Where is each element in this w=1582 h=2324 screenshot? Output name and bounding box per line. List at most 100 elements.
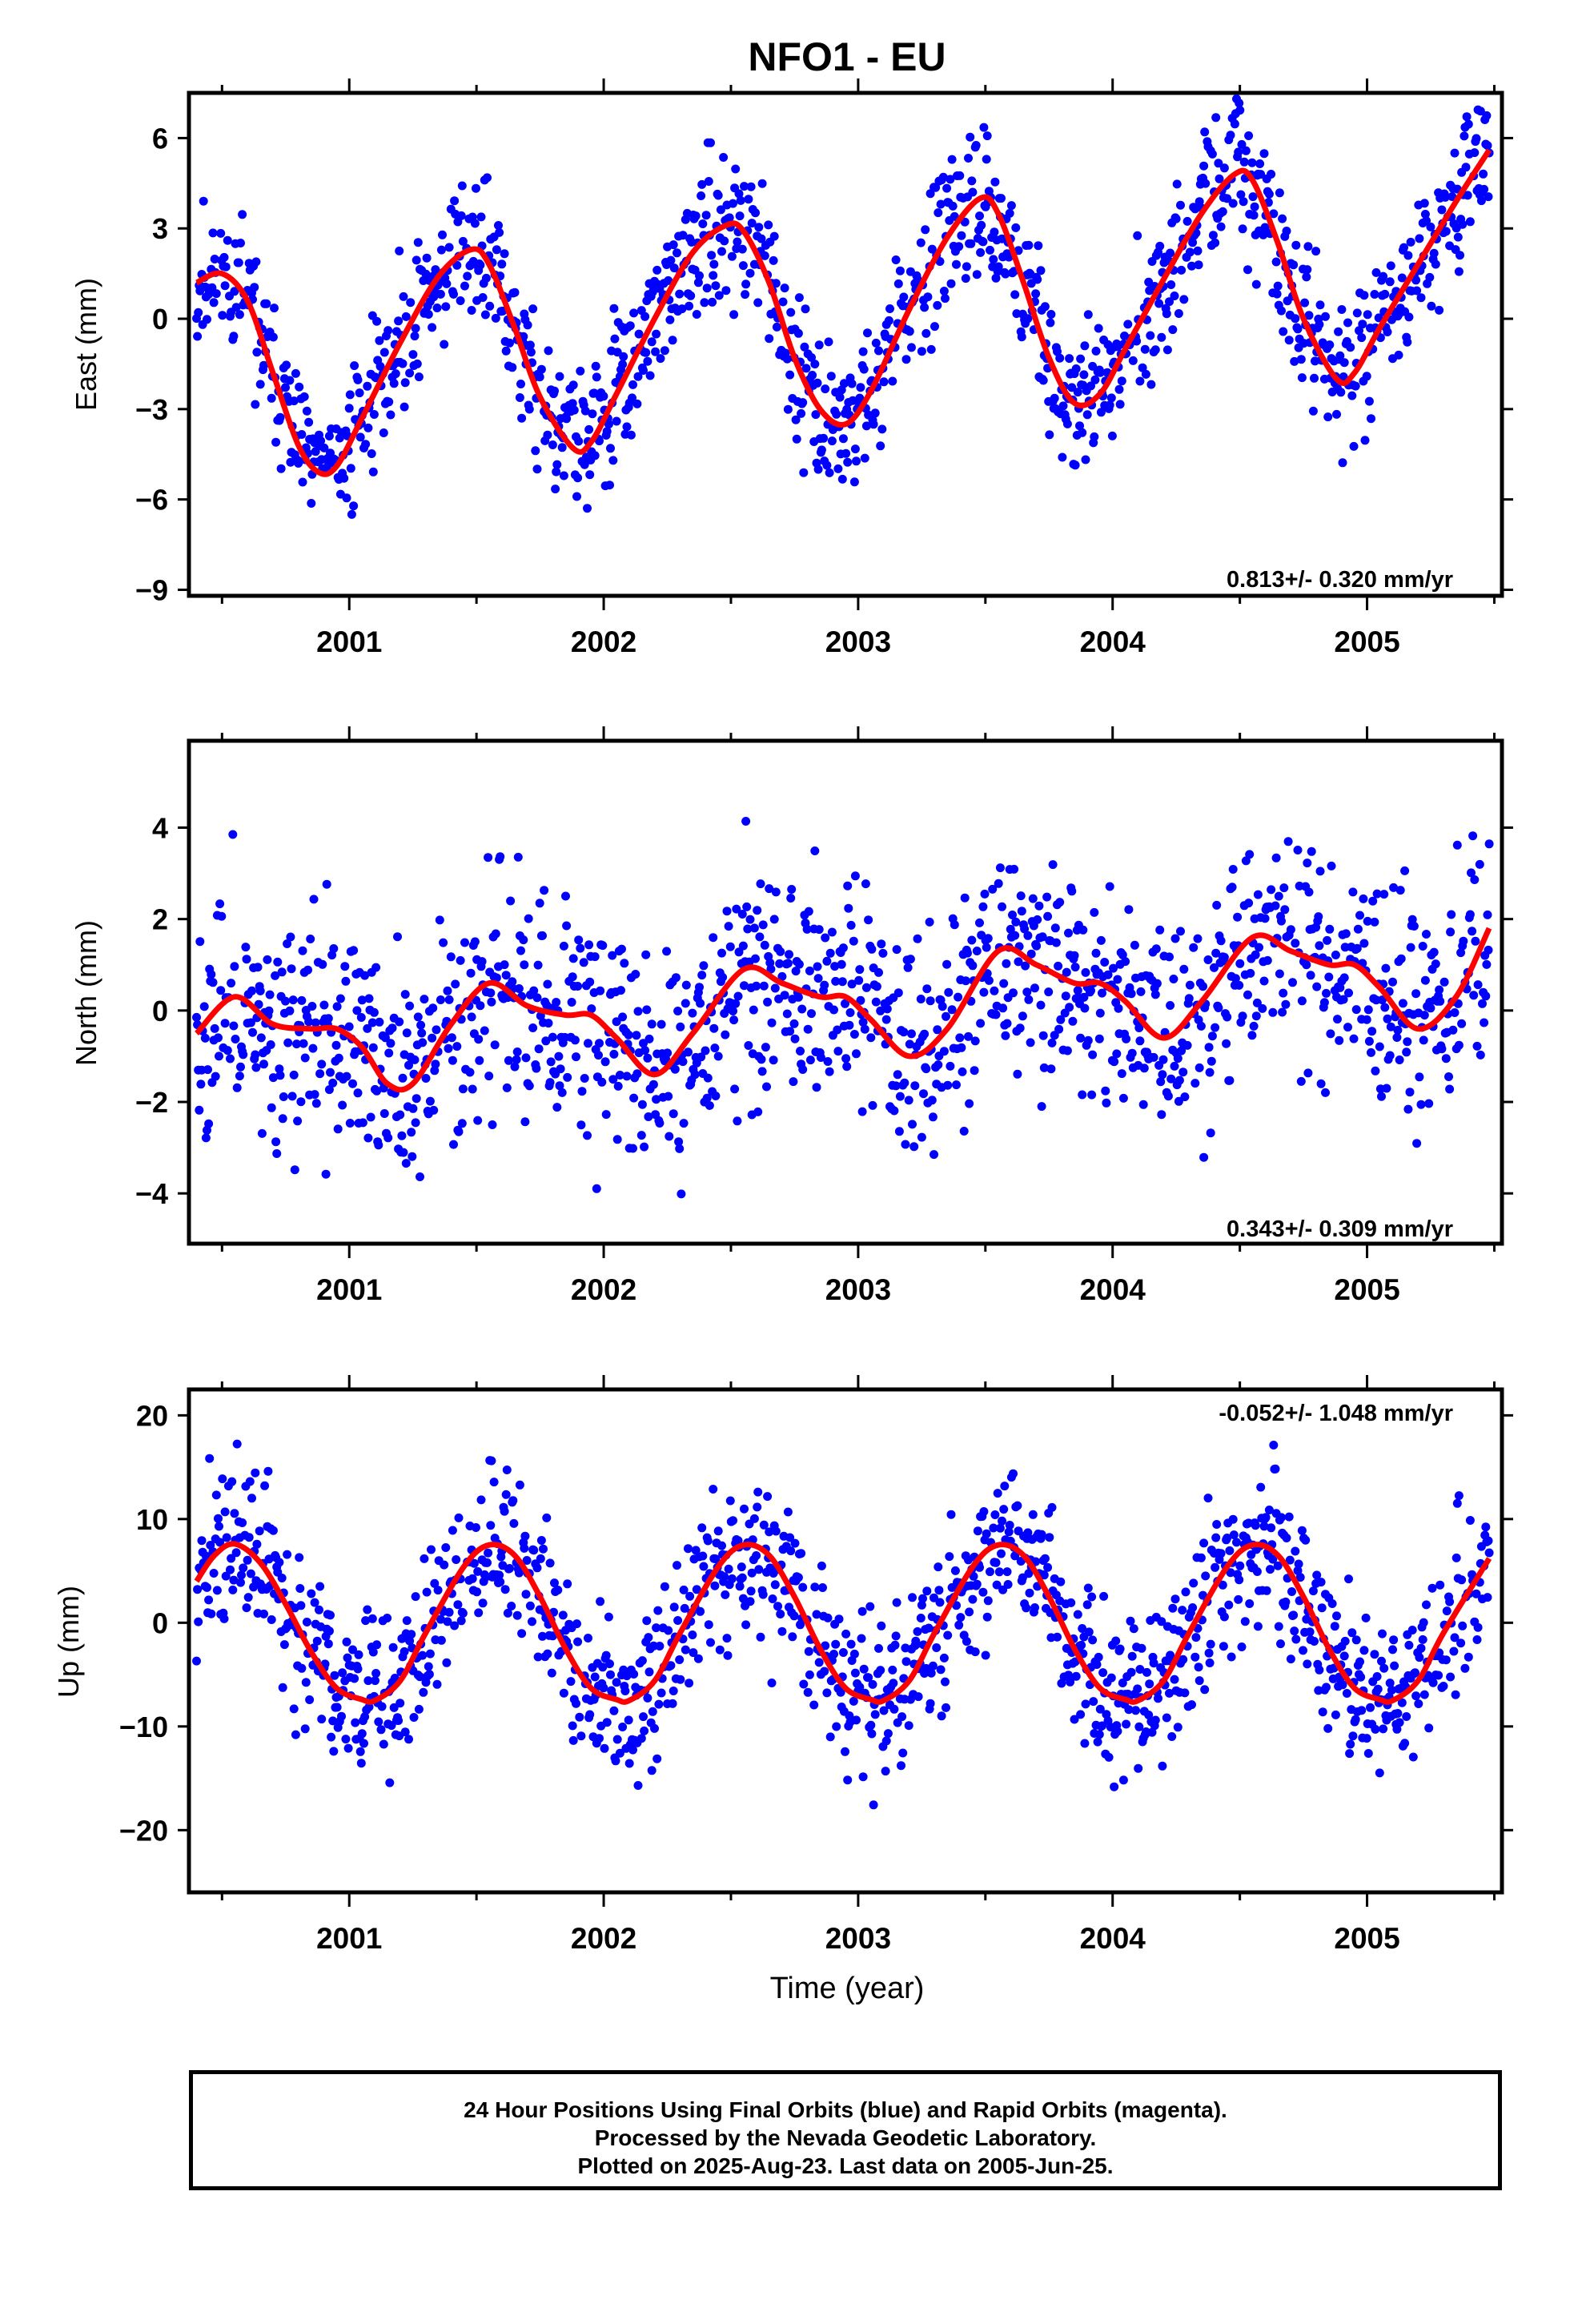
up-data-point — [978, 1587, 988, 1597]
east-data-point — [634, 329, 644, 339]
up-data-point — [643, 1693, 652, 1703]
east-data-point — [1177, 265, 1186, 275]
up-data-point — [342, 1637, 351, 1647]
up-data-point — [868, 1679, 877, 1689]
east-data-point — [1046, 310, 1056, 319]
up-data-point — [1357, 1706, 1367, 1715]
up-data-point — [1191, 1633, 1201, 1642]
up-data-point — [232, 1439, 242, 1449]
up-data-point — [458, 1609, 468, 1618]
east-data-point — [508, 363, 517, 372]
up-data-point — [1310, 1637, 1319, 1646]
up-data-point — [1211, 1562, 1220, 1572]
up-data-point — [1451, 1690, 1460, 1699]
up-data-point — [1126, 1667, 1136, 1677]
east-data-point — [347, 509, 356, 519]
east-data-point — [524, 404, 534, 414]
up-data-point — [1395, 1718, 1404, 1727]
up-data-point — [529, 1546, 539, 1555]
east-data-point — [946, 279, 956, 288]
up-data-point — [1170, 1594, 1180, 1604]
east-data-point — [778, 297, 788, 307]
east-data-point — [568, 399, 577, 408]
east-data-point — [721, 286, 731, 296]
up-data-point — [922, 1586, 932, 1596]
up-data-point — [1359, 1646, 1369, 1655]
east-data-point — [660, 346, 669, 356]
up-data-point — [1449, 1647, 1459, 1656]
east-data-point — [550, 386, 559, 396]
east-data-point — [386, 410, 396, 420]
up-data-point — [1205, 1659, 1215, 1667]
east-data-point — [626, 430, 636, 440]
up-data-point — [660, 1582, 669, 1591]
up-data-point — [267, 1615, 276, 1624]
up-data-point — [1168, 1603, 1178, 1613]
up-data-point — [1224, 1600, 1234, 1610]
up-data-point — [542, 1513, 552, 1522]
up-data-point — [859, 1664, 869, 1674]
east-data-point — [286, 457, 295, 467]
up-data-point — [324, 1626, 334, 1636]
east-data-point — [783, 404, 793, 414]
up-data-point — [197, 1536, 207, 1546]
east-data-point — [801, 364, 811, 373]
east-data-point — [1105, 400, 1114, 410]
up-data-point — [512, 1610, 522, 1620]
up-data-point — [685, 1679, 694, 1688]
up-data-point — [1199, 1538, 1209, 1548]
up-data-point — [1083, 1583, 1093, 1593]
up-data-point — [1098, 1668, 1108, 1678]
up-data-point — [1291, 1546, 1300, 1556]
up-data-point — [908, 1593, 917, 1602]
east-data-point — [966, 132, 975, 142]
up-data-point — [402, 1616, 412, 1626]
up-data-point — [1442, 1606, 1452, 1616]
east-data-point — [1191, 204, 1200, 214]
up-data-point — [1203, 1494, 1213, 1503]
east-data-point — [438, 230, 447, 239]
up-data-point — [799, 1679, 809, 1689]
up-data-point — [745, 1597, 755, 1606]
east-data-point — [899, 292, 909, 302]
up-data-point — [422, 1587, 432, 1597]
up-data-point — [517, 1629, 527, 1638]
east-data-point — [1079, 370, 1089, 380]
east-data-point — [895, 266, 905, 275]
up-data-point — [351, 1718, 360, 1727]
up-data-point — [1267, 1523, 1276, 1533]
up-data-point — [913, 1626, 922, 1636]
up-data-point — [599, 1683, 608, 1693]
east-data-point — [733, 237, 742, 247]
up-data-point — [1305, 1627, 1315, 1637]
up-data-point — [1266, 1565, 1275, 1574]
east-data-point — [1115, 400, 1125, 409]
up-data-point — [1030, 1603, 1039, 1612]
up-data-point — [1084, 1627, 1094, 1637]
up-data-point — [1483, 1593, 1492, 1602]
east-data-point — [835, 392, 845, 402]
east-data-point — [457, 181, 467, 191]
east-data-point — [1141, 369, 1150, 379]
up-data-point — [1167, 1732, 1177, 1741]
up-data-point — [1379, 1724, 1388, 1734]
up-data-point — [798, 1582, 808, 1592]
east-data-point — [316, 436, 326, 445]
east-data-point — [651, 347, 661, 356]
up-data-point — [203, 1582, 211, 1592]
up-data-point — [1219, 1612, 1229, 1622]
up-data-point — [970, 1647, 980, 1657]
up-data-point — [954, 1620, 964, 1630]
east-data-point — [236, 239, 245, 247]
east-data-point — [271, 437, 281, 447]
east-data-point — [832, 409, 841, 419]
up-data-point — [1145, 1679, 1154, 1689]
east-data-point — [729, 199, 737, 208]
up-data-point — [424, 1662, 433, 1671]
up-data-point — [572, 1619, 581, 1629]
east-data-point — [1058, 452, 1067, 462]
up-data-point — [525, 1601, 535, 1610]
east-data-point — [235, 310, 244, 320]
east-data-point — [252, 348, 262, 357]
up-data-point — [194, 1617, 203, 1626]
